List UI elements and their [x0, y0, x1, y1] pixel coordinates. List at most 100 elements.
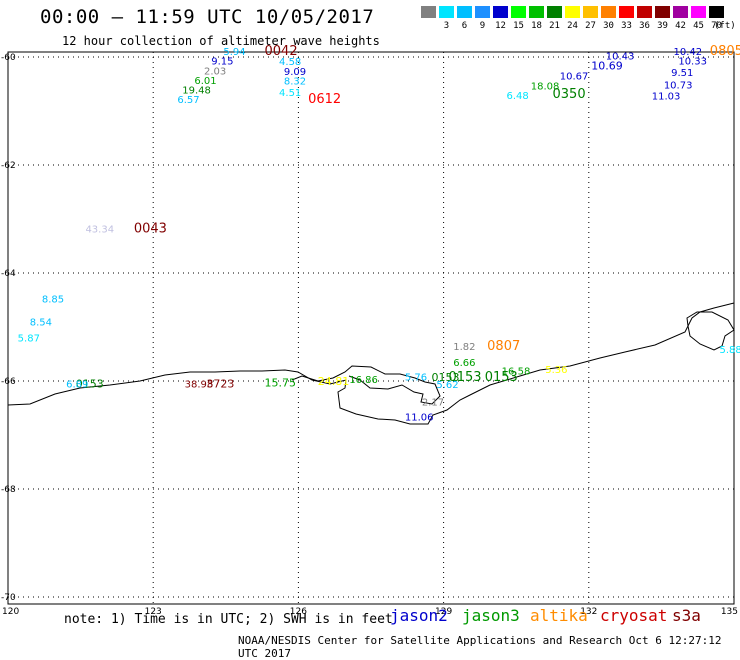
- wave-height-label: 43.34: [85, 225, 114, 236]
- graticule: [8, 52, 734, 604]
- wave-height-label: 6.57: [177, 95, 199, 106]
- legend-label: 33: [621, 21, 632, 31]
- wave-height-label: 6.66: [453, 358, 475, 369]
- wave-height-label: 2.17: [422, 397, 444, 408]
- crowded-label-cluster: 0153 3723 15.75 24.81 0153 10.69: [76, 59, 623, 390]
- legend-label: 24: [567, 21, 578, 31]
- wave-height-label: 10.33: [678, 57, 707, 68]
- antarctic-coastline: [7, 302, 735, 425]
- satellite-label-jason2: jason2: [390, 606, 448, 625]
- wave-height-label: 6.48: [507, 91, 529, 102]
- wave-height-label: 5.62: [436, 380, 458, 391]
- legend-label: 36: [639, 21, 650, 31]
- wave-height-label: 10.42: [674, 47, 703, 58]
- crowded-label: 24.81: [318, 375, 350, 388]
- legend-label: 18: [531, 21, 542, 31]
- legend-label: 45: [693, 21, 704, 31]
- wave-height-label: 8.85: [42, 295, 64, 306]
- longitude-tick-label: 135: [721, 607, 738, 617]
- wave-height-label: 10.67: [560, 72, 589, 83]
- wave-height-label: 5.87: [18, 334, 40, 345]
- longitude-tick-label: 132: [580, 607, 597, 617]
- crowded-label: 0153: [432, 371, 460, 384]
- wave-height-label: 9.09: [284, 67, 306, 78]
- latitude-tick-label: -64: [1, 269, 16, 279]
- wave-height-label: 38.98: [185, 379, 214, 390]
- latitude-tick-label: -66: [1, 377, 16, 387]
- wave-height-label: 8.32: [284, 77, 306, 88]
- longitude-tick-label: 129: [435, 607, 452, 617]
- latitude-tick-label: -62: [1, 161, 16, 171]
- legend-label: 39: [657, 21, 668, 31]
- wave-height-label: 5.76: [405, 372, 427, 383]
- pass-time-label: 0612: [308, 92, 341, 107]
- longitude-tick-label: 120: [2, 607, 19, 617]
- legend-swatch: [421, 6, 436, 18]
- wave-height-label: 11.03: [652, 92, 681, 103]
- wave-height-label: 9.51: [671, 68, 693, 79]
- legend-swatch: [655, 6, 670, 18]
- wave-height-label: 2.03: [204, 66, 226, 77]
- legend-swatch: [457, 6, 472, 18]
- satellite-label-cryosat: cryosat: [600, 606, 668, 625]
- legend-swatch: [493, 6, 508, 18]
- legend-label: 12: [495, 21, 506, 31]
- wave-height-label: 1.82: [453, 342, 475, 353]
- satellite-label-s3a: s3a: [672, 606, 701, 625]
- pass-time-label: 0350: [553, 87, 586, 102]
- wave-height-label: 6.01: [194, 76, 216, 87]
- legend-swatch: [511, 6, 526, 18]
- legend-label: 27: [585, 21, 596, 31]
- wave-height-label: 11.06: [405, 412, 434, 423]
- legend-swatch: [709, 6, 724, 18]
- legend-label: 9: [479, 21, 486, 31]
- pass-time-label: 0043: [134, 222, 167, 237]
- legend-unit: (ft): [714, 21, 736, 31]
- legend-label: 15: [513, 21, 524, 31]
- legend-swatch: [529, 6, 544, 18]
- coastline-inlet: [291, 365, 441, 405]
- map-subtitle: 12 hour collection of altimeter wave hei…: [62, 34, 380, 48]
- legend-swatch: [439, 6, 454, 18]
- legend-label: 6: [461, 21, 468, 31]
- legend-label: 3: [443, 21, 450, 31]
- crowded-label: 0153: [76, 377, 104, 390]
- wave-height-label: 4.58: [279, 57, 301, 68]
- pass-time-label: 0153: [448, 370, 481, 385]
- wave-height-label: 9.15: [211, 57, 233, 68]
- wave-height-label: 5.88: [719, 345, 740, 356]
- crowded-label: 15.75: [265, 376, 297, 389]
- wave-height-label: 5.94: [223, 47, 245, 58]
- satellite-label-jason3: jason3: [462, 606, 520, 625]
- footer-credit: NOAA/NESDIS Center for Satellite Applica…: [238, 634, 722, 660]
- longitude-tick-label: 123: [145, 607, 162, 617]
- legend-label: 42: [675, 21, 686, 31]
- legend-swatch: [547, 6, 562, 18]
- latitude-tick-label: -68: [1, 485, 16, 495]
- crowded-label: 10.69: [591, 59, 623, 72]
- footer-note: note: 1) Time is in UTC; 2) SWH is in fe…: [64, 612, 393, 627]
- crowded-label: 3723: [206, 377, 234, 390]
- pass-time-label: 0805: [710, 44, 740, 59]
- legend-swatch: [691, 6, 706, 18]
- axis-tick-labels: 120 123 126 129 132 135 -60 -62 -64 -66 -68 -70: [1, 53, 738, 617]
- wave-height-label: 18.08: [531, 81, 560, 92]
- wave-height-label: 6.89: [66, 379, 88, 390]
- pass-time-label: 0042: [265, 44, 298, 59]
- wave-height-label: 10.73: [664, 80, 693, 91]
- latitude-tick-label: -70: [1, 593, 16, 603]
- legend-swatch: [673, 6, 688, 18]
- longitude-tick-label: 126: [290, 607, 307, 617]
- pass-time-label: 0153: [485, 370, 518, 385]
- wave-height-label: 19.48: [182, 86, 211, 97]
- satellite-label-altika: altika: [530, 606, 588, 625]
- legend-swatch: [565, 6, 580, 18]
- wave-height-label: 16.86: [349, 375, 378, 386]
- legend-swatch: [475, 6, 490, 18]
- legend-label: 30: [603, 21, 614, 31]
- pass-time-label: 0807: [487, 339, 520, 354]
- legend-label: 21: [549, 21, 560, 31]
